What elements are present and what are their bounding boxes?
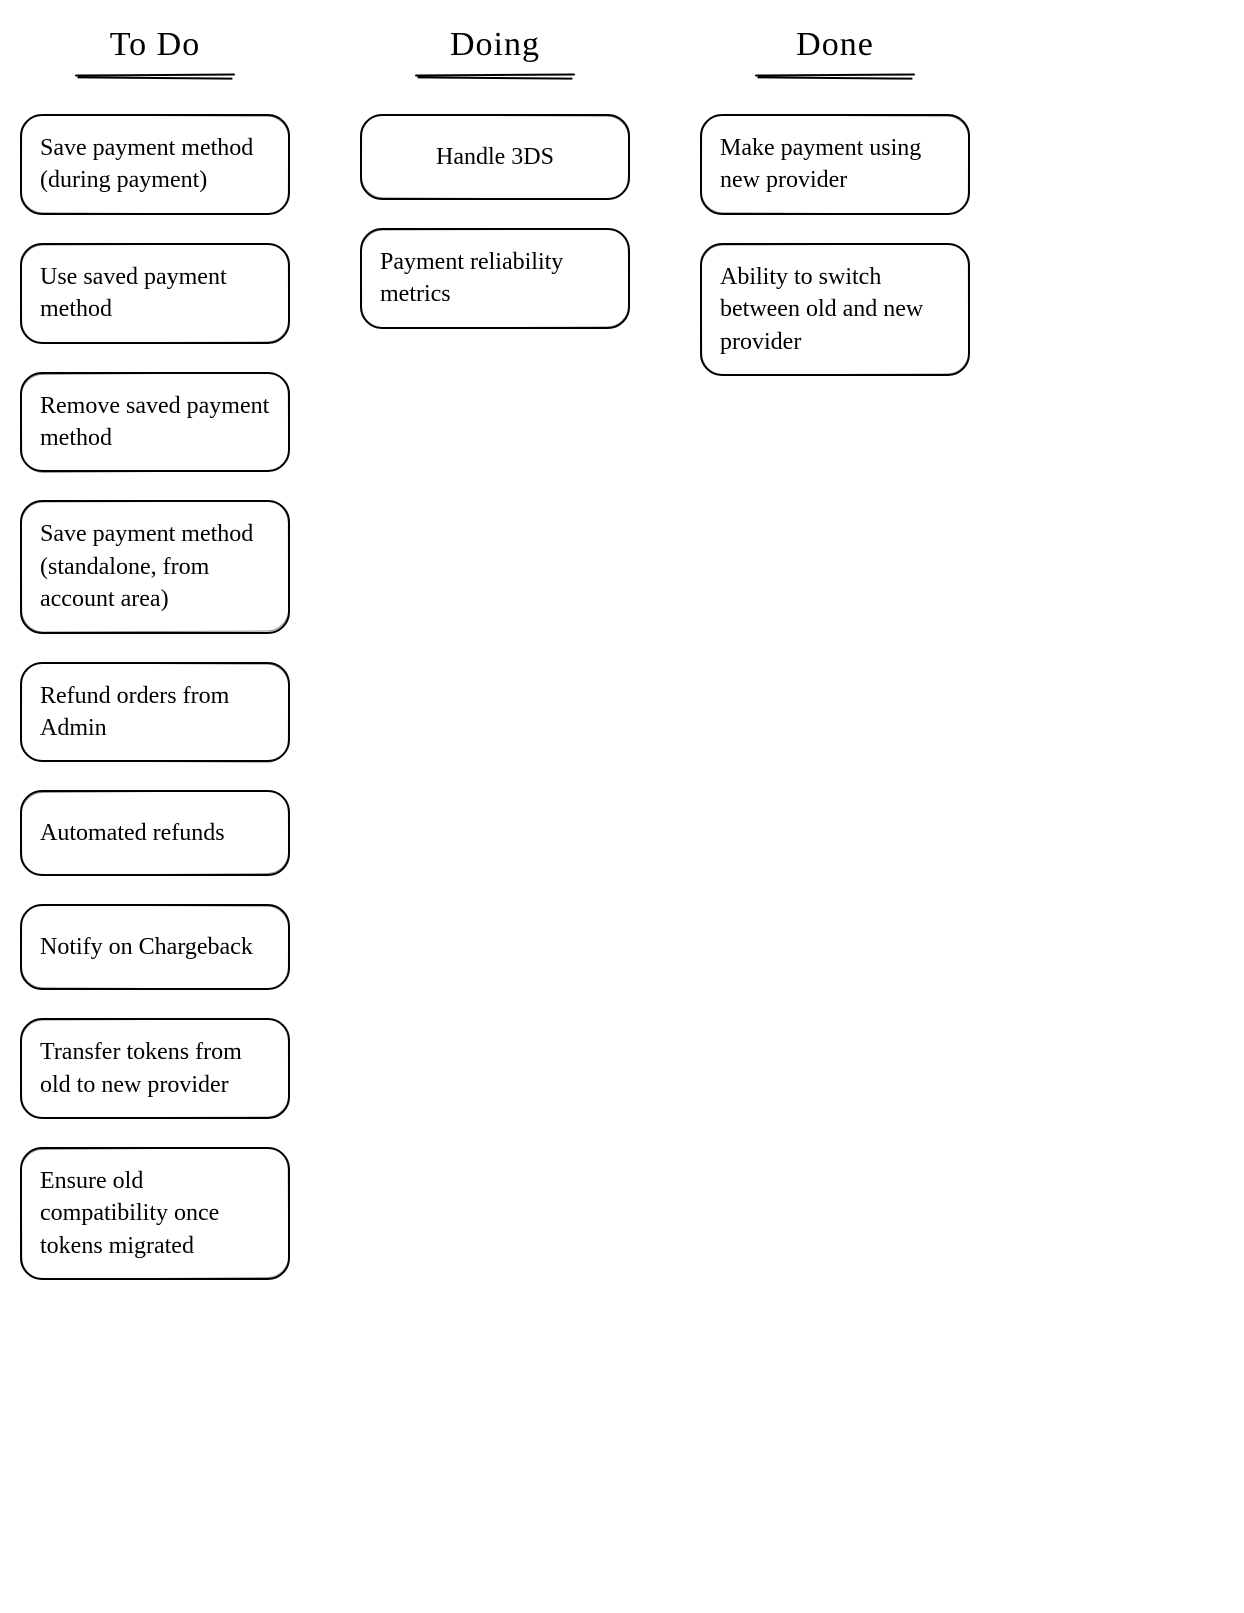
kanban-card[interactable]: Save payment method (standalone, from ac… <box>20 500 290 633</box>
kanban-card[interactable]: Transfer tokens from old to new provider <box>20 1018 290 1119</box>
column-doing: Doing Handle 3DS Payment reliability met… <box>360 20 630 329</box>
kanban-card[interactable]: Remove saved payment method <box>20 372 290 473</box>
card-label: Use saved payment method <box>40 261 270 326</box>
card-label: Notify on Chargeback <box>40 931 253 963</box>
column-cards: Make payment using new provider Ability … <box>700 114 970 376</box>
kanban-card[interactable]: Notify on Chargeback <box>20 904 290 990</box>
kanban-card[interactable]: Save payment method (during payment) <box>20 114 290 215</box>
kanban-card[interactable]: Payment reliability metrics <box>360 228 630 329</box>
underline-icon <box>415 74 575 80</box>
card-label: Payment reliability metrics <box>380 246 610 311</box>
kanban-card[interactable]: Refund orders from Admin <box>20 662 290 763</box>
kanban-board: To Do Save payment method (during paymen… <box>20 20 1224 1280</box>
card-label: Handle 3DS <box>436 141 554 173</box>
kanban-card[interactable]: Make payment using new provider <box>700 114 970 215</box>
column-title: Doing <box>450 26 540 64</box>
kanban-card[interactable]: Use saved payment method <box>20 243 290 344</box>
kanban-card[interactable]: Handle 3DS <box>360 114 630 200</box>
underline-icon <box>75 74 235 80</box>
card-label: Ensure old compatibility once tokens mig… <box>40 1165 270 1262</box>
card-label: Refund orders from Admin <box>40 680 270 745</box>
card-label: Transfer tokens from old to new provider <box>40 1036 270 1101</box>
card-label: Remove saved payment method <box>40 390 270 455</box>
card-label: Make payment using new provider <box>720 132 950 197</box>
card-label: Automated refunds <box>40 817 225 849</box>
card-label: Save payment method (during payment) <box>40 132 270 197</box>
underline-icon <box>755 74 915 80</box>
card-label: Save payment method (standalone, from ac… <box>40 518 270 615</box>
kanban-card[interactable]: Ensure old compatibility once tokens mig… <box>20 1147 290 1280</box>
column-cards: Handle 3DS Payment reliability metrics <box>360 114 630 329</box>
column-cards: Save payment method (during payment) Use… <box>20 114 290 1280</box>
card-label: Ability to switch between old and new pr… <box>720 261 950 358</box>
column-done: Done Make payment using new provider Abi… <box>700 20 970 376</box>
kanban-card[interactable]: Automated refunds <box>20 790 290 876</box>
column-todo: To Do Save payment method (during paymen… <box>20 20 290 1280</box>
kanban-card[interactable]: Ability to switch between old and new pr… <box>700 243 970 376</box>
column-title: To Do <box>110 26 200 64</box>
column-title: Done <box>796 26 874 64</box>
